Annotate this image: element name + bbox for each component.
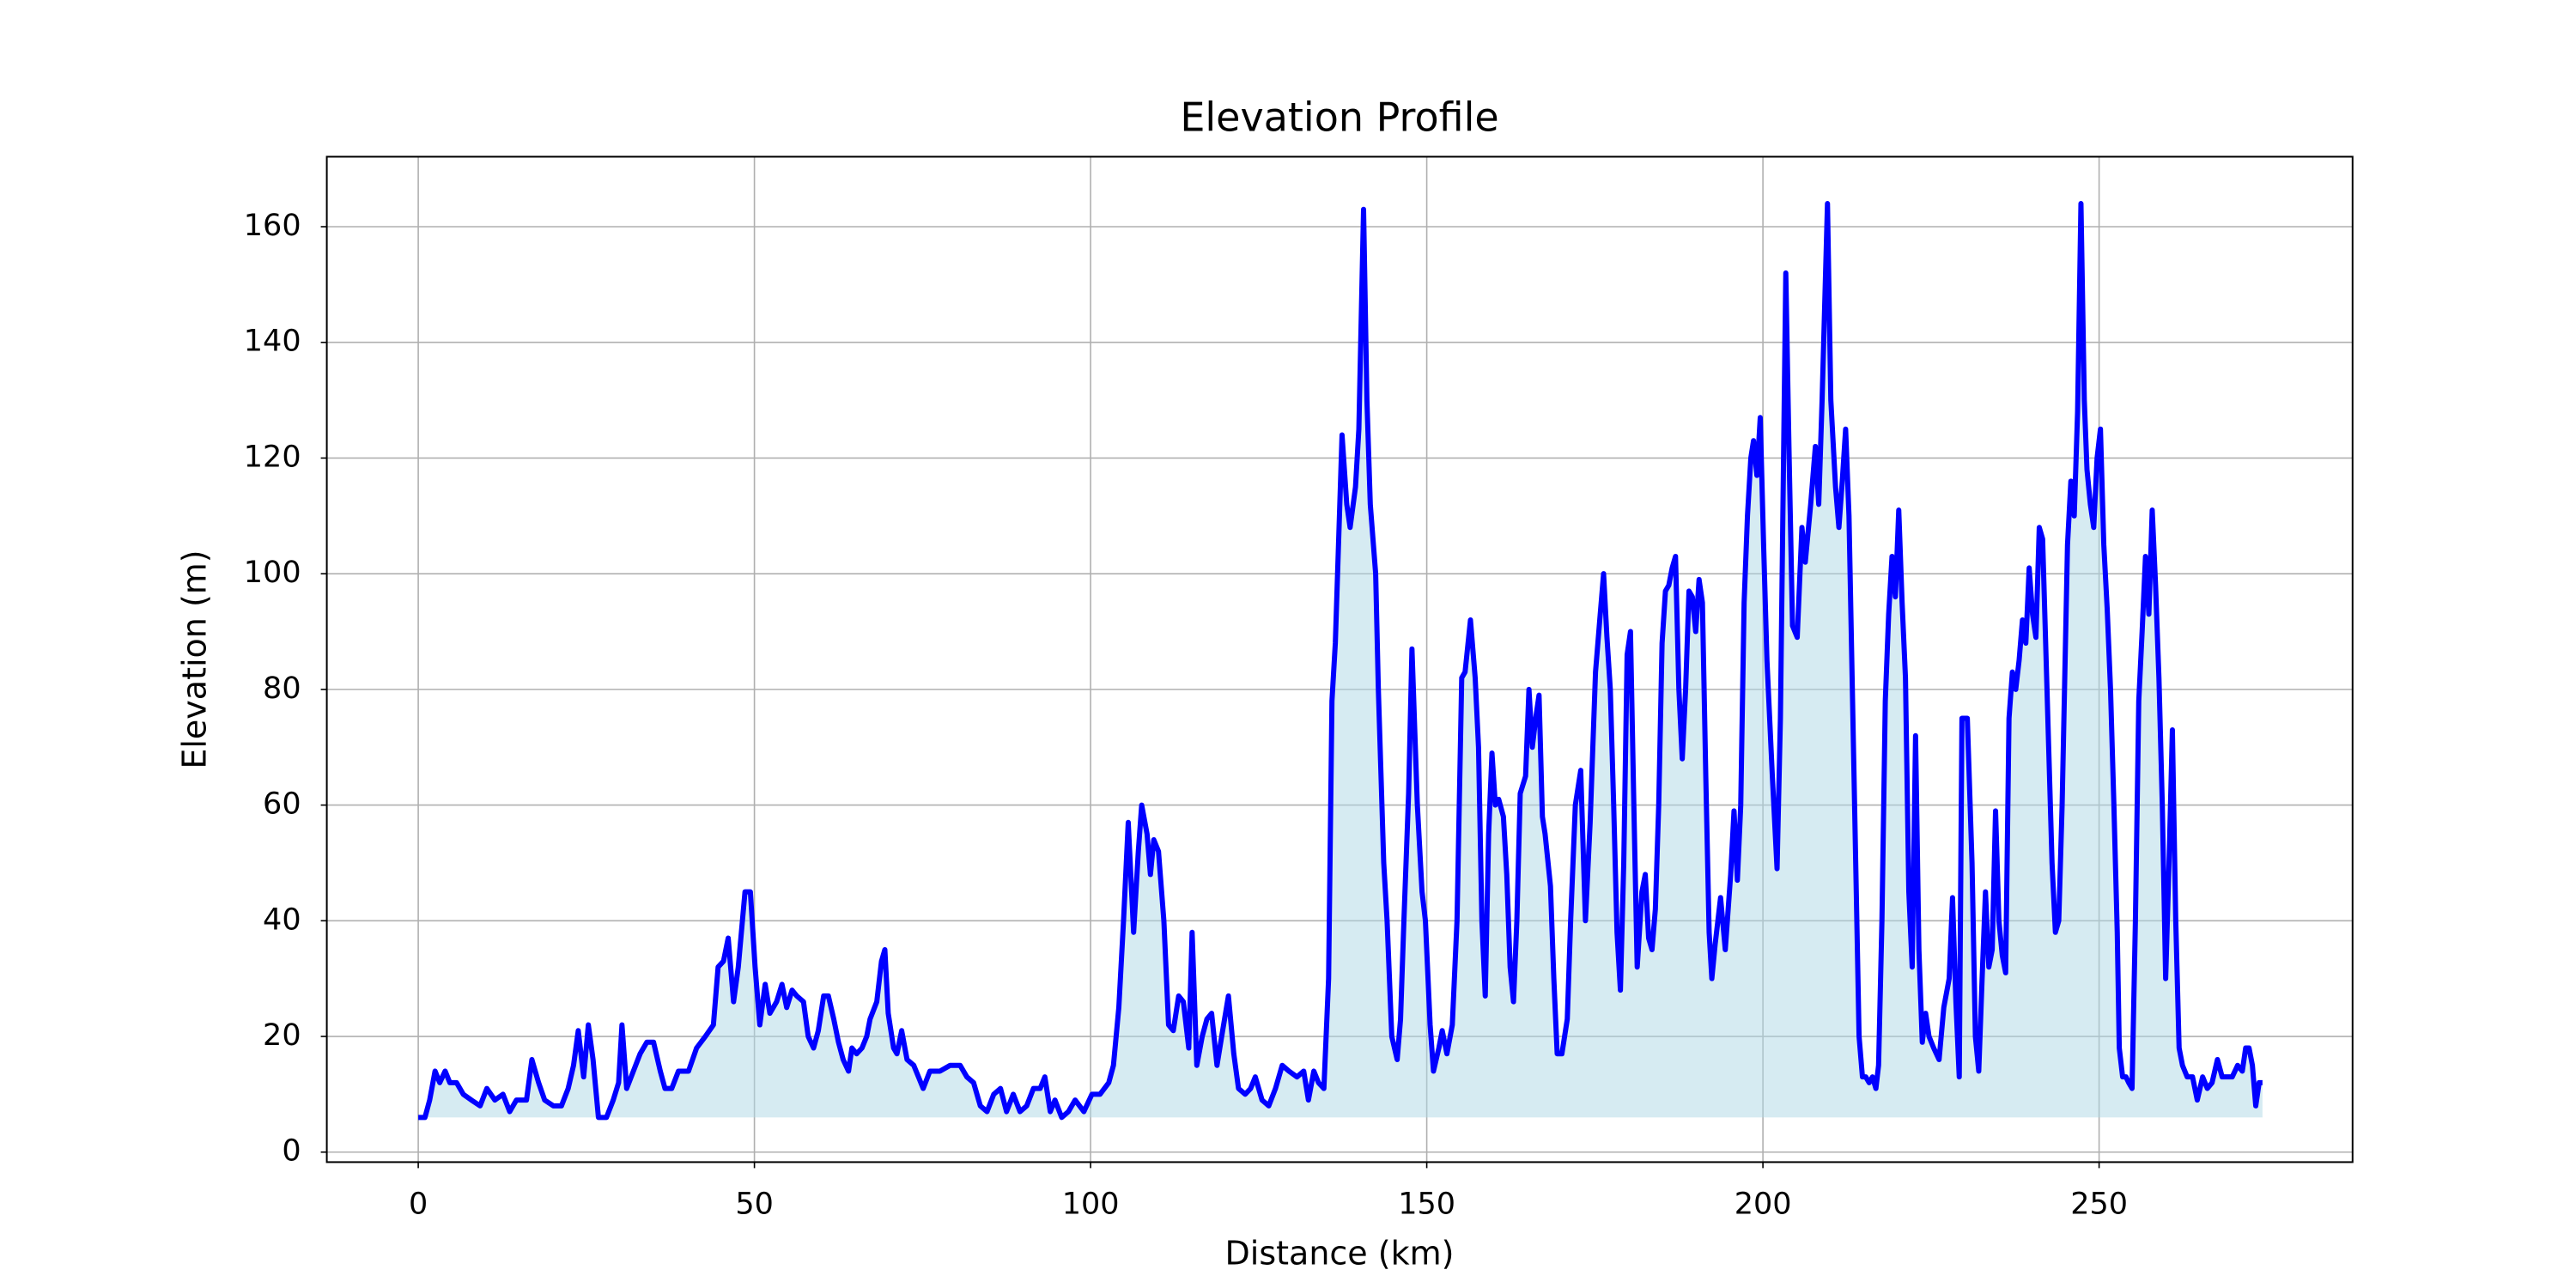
x-tick-label: 150 [1398, 1187, 1455, 1221]
elevation-line [418, 201, 2263, 1121]
y-axis-label: Elevation (m) [176, 550, 214, 769]
x-axis-label: Distance (km) [1225, 1235, 1455, 1273]
y-tick-label: 40 [263, 902, 301, 937]
x-tick-label: 50 [735, 1187, 774, 1221]
area-fill [418, 204, 2263, 1118]
y-tick-label: 20 [263, 1018, 301, 1053]
x-tick-label: 200 [1735, 1187, 1792, 1221]
y-tick-label: 60 [263, 787, 301, 822]
x-tick-label: 100 [1062, 1187, 1120, 1221]
y-tick-label: 0 [282, 1134, 301, 1169]
chart-title: Elevation Profile [1180, 94, 1498, 141]
plot-frame [325, 155, 2354, 1163]
y-tick-label: 120 [244, 440, 301, 474]
y-tick-label: 140 [244, 325, 301, 359]
x-tick-label: 0 [409, 1187, 428, 1221]
y-tick-label: 80 [263, 671, 301, 706]
y-tick-label: 100 [244, 556, 301, 590]
x-tick-label: 250 [2070, 1187, 2128, 1221]
y-tick-label: 160 [244, 209, 301, 243]
